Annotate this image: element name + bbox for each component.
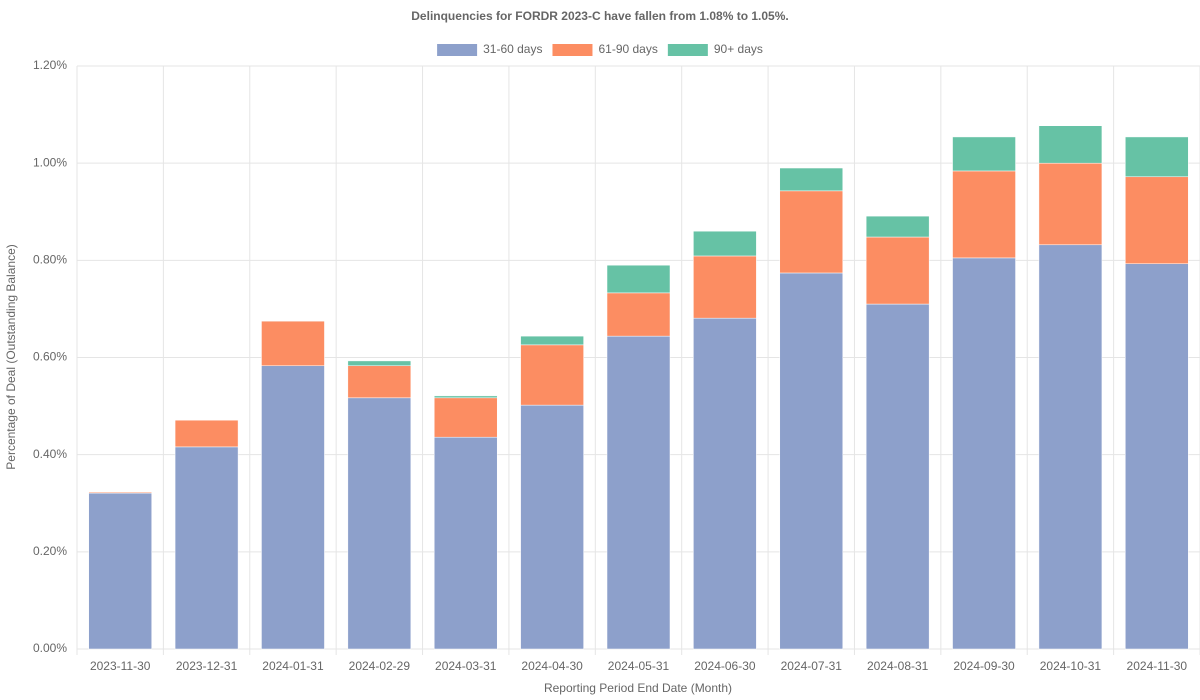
x-tick-label: 2024-11-30 — [1127, 659, 1188, 673]
legend-label: 31-60 days — [483, 42, 542, 56]
y-tick-label: 0.80% — [33, 253, 67, 267]
x-axis-label: Reporting Period End Date (Month) — [544, 681, 732, 695]
y-tick-label: 0.40% — [33, 447, 67, 461]
bar-segment — [347, 365, 412, 399]
bar-segment — [865, 303, 930, 650]
x-tick-label: 2024-06-30 — [694, 659, 756, 673]
bar-segment — [1038, 162, 1103, 246]
bar-segment — [433, 397, 498, 438]
bar-segment — [174, 446, 239, 650]
bar-segment — [693, 230, 757, 257]
x-tick-label: 2024-05-31 — [608, 659, 670, 673]
bar-segment — [952, 136, 1016, 172]
chart-title: Delinquencies for FORDR 2023-C have fall… — [411, 9, 788, 23]
x-tick-label: 2023-12-31 — [176, 659, 238, 673]
bar-segment — [1038, 244, 1103, 650]
bar-segment — [606, 335, 671, 650]
bar-segment — [606, 292, 671, 337]
y-tick-label: 1.20% — [33, 58, 67, 72]
x-tick-label: 2024-09-30 — [953, 659, 1015, 673]
bar-segment — [433, 436, 498, 650]
bar-segment — [520, 344, 584, 406]
bar-segment — [261, 320, 325, 367]
bar-segment — [779, 190, 844, 274]
y-tick-label: 1.00% — [33, 155, 67, 169]
x-tick-label: 2024-04-30 — [521, 659, 583, 673]
bar-segment — [1125, 136, 1189, 178]
legend-label: 61-90 days — [598, 42, 657, 56]
x-tick-label: 2024-07-31 — [781, 659, 843, 673]
bar-segment — [520, 404, 584, 650]
bar-segment — [952, 170, 1016, 259]
legend-label: 90+ days — [714, 42, 763, 56]
bar-segment — [952, 257, 1016, 650]
bar-segment — [88, 491, 152, 494]
y-tick-label: 0.20% — [33, 544, 67, 558]
legend-swatch — [667, 44, 708, 56]
bar-segment — [88, 492, 152, 650]
x-tick-label: 2024-03-31 — [435, 659, 497, 673]
bar-segment — [865, 236, 930, 305]
x-tick-label: 2024-08-31 — [867, 659, 929, 673]
bar-segment — [779, 167, 844, 192]
legend-swatch — [552, 44, 593, 56]
bar-segment — [693, 317, 757, 650]
bar-segment — [1125, 263, 1189, 650]
x-tick-label: 2024-01-31 — [262, 659, 324, 673]
bar-segment — [261, 365, 325, 650]
bar-segment — [1125, 176, 1189, 264]
x-tick-label: 2023-11-30 — [90, 659, 151, 673]
bar-segment — [865, 215, 930, 238]
bar-segment — [779, 272, 844, 650]
x-tick-label: 2024-02-29 — [349, 659, 411, 673]
x-tick-label: 2024-10-31 — [1040, 659, 1102, 673]
bar-segment — [1038, 125, 1103, 164]
y-axis-label: Percentage of Deal (Outstanding Balance) — [4, 244, 18, 469]
bar-segment — [347, 360, 412, 367]
legend-swatch — [437, 44, 478, 56]
y-tick-label: 0.60% — [33, 350, 67, 364]
bar-segment — [174, 419, 239, 448]
y-tick-label: 0.00% — [33, 641, 67, 655]
bar-segment — [433, 395, 498, 399]
bar-segment — [606, 264, 671, 294]
bar-segment — [520, 335, 584, 346]
bar-segment — [347, 397, 412, 650]
bar-segment — [693, 255, 757, 319]
